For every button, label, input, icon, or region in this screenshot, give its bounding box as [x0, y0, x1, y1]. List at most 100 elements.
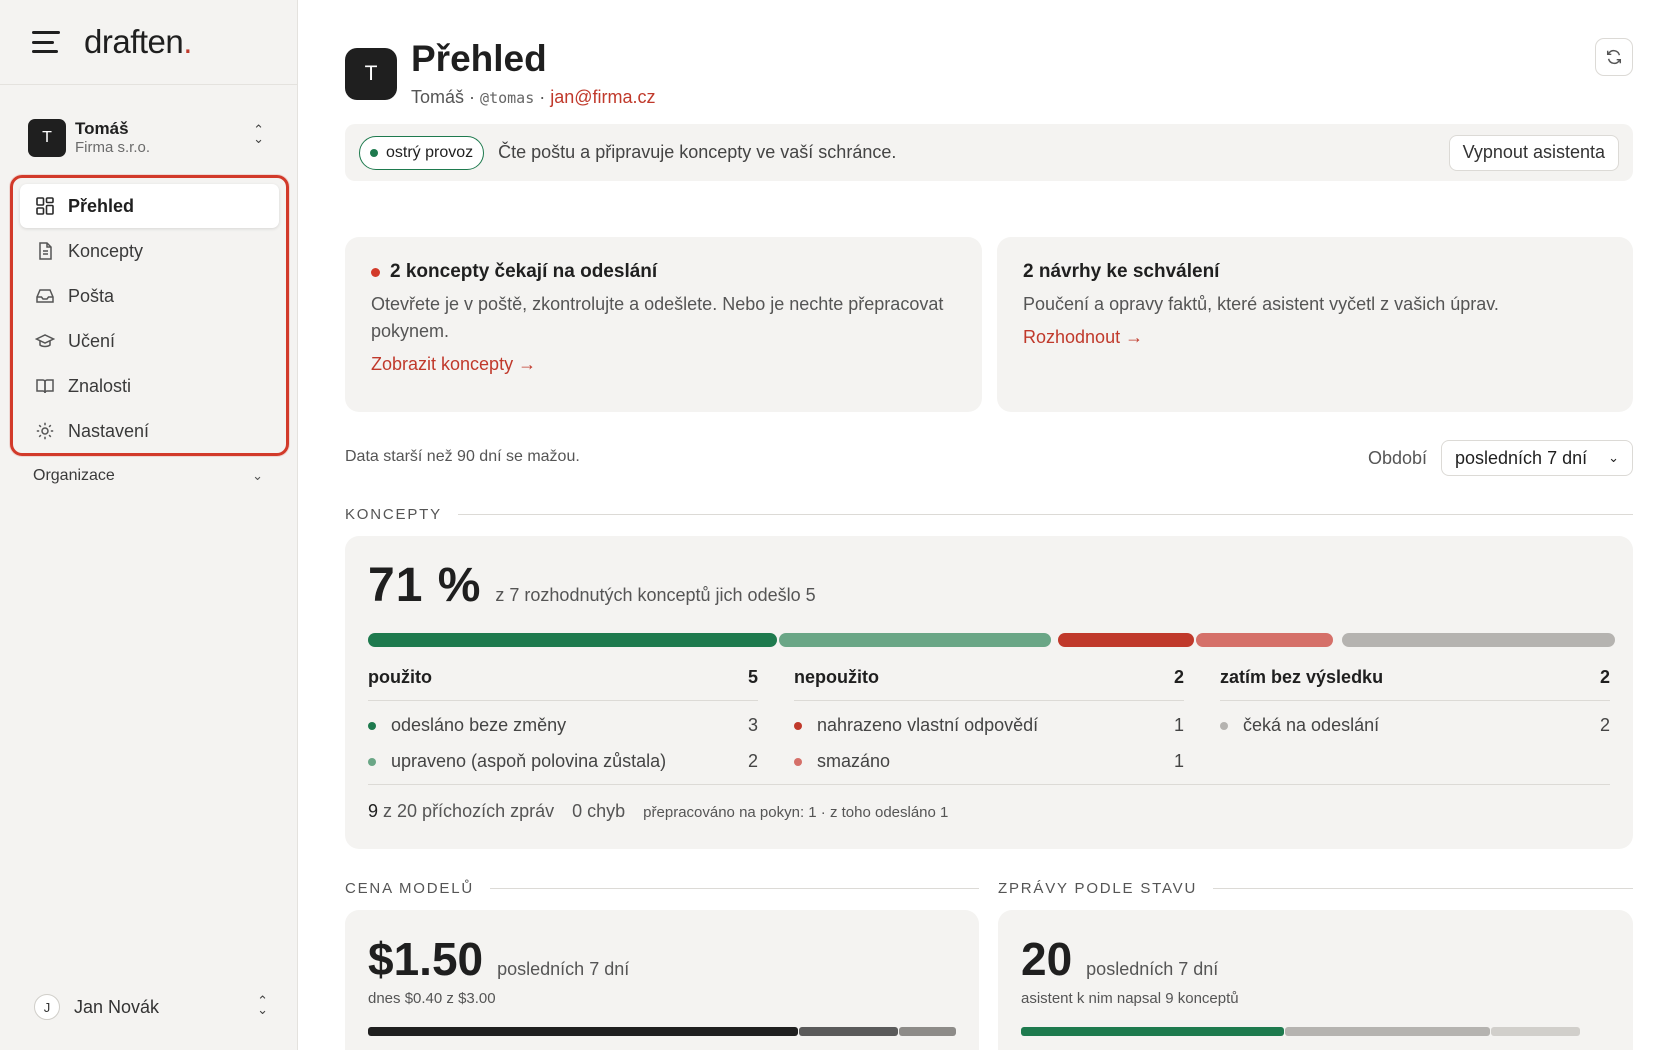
nav-item-posta[interactable]: Pošta	[20, 274, 279, 318]
row-label: nahrazeno vlastní odpovědí	[817, 715, 1039, 735]
sidebar: draften. T Tomáš Firma s.r.o. ⌃ ⌄ Přehled…	[0, 0, 298, 1050]
period-filter: Období posledních 7 dní ⌄	[1368, 440, 1633, 476]
incoming-text: z 20 příchozích zpráv	[383, 801, 555, 821]
nav-item-koncepty[interactable]: Koncepty	[20, 229, 279, 273]
row-count: 2	[747, 751, 758, 771]
cost-bar-segment	[368, 1027, 798, 1036]
row-label: čeká na odeslání	[1243, 715, 1380, 735]
menu-icon[interactable]	[32, 31, 60, 53]
page-title: Přehled	[411, 38, 547, 79]
outcome-row: odesláno beze změny 3	[368, 714, 758, 737]
retention-note: Data starší než 90 dní se mažou.	[345, 448, 580, 465]
proposals-card: 2 návrhy ke schválení Poučení a opravy f…	[997, 237, 1633, 412]
bar-segment-deleted	[1196, 633, 1333, 647]
row-count: 1	[1173, 715, 1184, 735]
group-count: 2	[1173, 667, 1184, 687]
messages-bar-segment	[1285, 1027, 1490, 1036]
gear-icon	[34, 420, 56, 442]
group-title: zatím bez výsledku	[1220, 667, 1384, 687]
inbox-icon	[34, 285, 56, 307]
bar-segment-replaced	[1058, 633, 1194, 647]
messages-bar-segment	[1021, 1027, 1284, 1036]
messages-bar-segment	[1491, 1027, 1580, 1036]
messages-bar	[1021, 1027, 1610, 1036]
document-icon	[34, 240, 56, 262]
header-handle: @tomas	[480, 89, 535, 107]
period-value: posledních 7 dní	[1455, 447, 1588, 468]
incoming-count: 9	[368, 801, 379, 821]
legend-dot	[368, 721, 376, 730]
nav-label: Pošta	[68, 285, 115, 306]
logo: draften.	[84, 23, 192, 60]
messages-by-state-card: 20 posledních 7 dní asistent k nim napsa…	[998, 910, 1633, 1050]
divider	[490, 888, 979, 889]
section-heading-messages: ZPRÁVY PODLE STAVU	[998, 880, 1633, 897]
outcome-columns: použito 5 odesláno beze změny 3 upraveno (…	[368, 667, 1610, 773]
nav-item-uceni[interactable]: Učení	[20, 319, 279, 363]
drafts-stats-card: 71 % z 7 rozhodnutých konceptů jich odeš…	[345, 536, 1633, 849]
account-avatar: T	[28, 119, 66, 157]
chevron-updown-icon: ⌃ ⌄	[257, 993, 268, 1018]
organization-toggle[interactable]: Organizace ⌄	[33, 467, 263, 485]
header-email[interactable]: jan@firma.cz	[550, 87, 656, 107]
organization-label: Organizace	[33, 467, 115, 484]
cost-bar	[368, 1027, 956, 1036]
account-switcher[interactable]: T Tomáš Firma s.r.o. ⌃ ⌄	[28, 113, 272, 163]
dashboard-icon	[34, 195, 56, 217]
card-title-text: 2 koncepty čekají na odeslání	[390, 261, 658, 282]
pending-drafts-card: 2 koncepty čekají na odeslání Otevřete j…	[345, 237, 982, 412]
nav-label: Učení	[68, 330, 116, 351]
divider	[457, 514, 1633, 515]
row-count: 2	[1599, 715, 1610, 735]
legend-dot	[794, 721, 802, 730]
section-heading-koncepty: KONCEPTY	[345, 506, 1633, 523]
assistant-status-bar: ostrý provoz Čte poštu a připravuje konc…	[345, 124, 1633, 181]
bar-segment-pending	[1342, 633, 1615, 647]
section-heading-text: ZPRÁVY PODLE STAVU	[998, 880, 1198, 897]
section-heading-text: CENA MODELŮ	[345, 880, 474, 897]
disable-assistant-button[interactable]: Vypnout asistenta	[1448, 134, 1619, 171]
row-label: smazáno	[817, 751, 891, 771]
show-drafts-link[interactable]: Zobrazit koncepty →	[371, 354, 537, 374]
row-label: odesláno beze změny	[391, 715, 567, 735]
header-name: Tomáš	[411, 87, 465, 107]
chevron-updown-icon: ⌃ ⌄	[253, 122, 264, 147]
outcome-row: nahrazeno vlastní odpovědí 1	[794, 714, 1184, 737]
card-title: 2 návrhy ke schválení	[1023, 261, 1220, 282]
cost-bar-segment	[799, 1027, 898, 1036]
row-count: 1	[1173, 751, 1184, 771]
card-title: 2 koncepty čekají na odeslání	[371, 261, 956, 283]
success-percent: 71 %	[368, 559, 482, 612]
success-desc: z 7 rozhodnutých konceptů jich odešlo 5	[495, 585, 816, 605]
outcome-group-pending: zatím bez výsledku 2 čeká na odeslání 2	[1220, 667, 1610, 773]
model-cost-card: $1.50 posledních 7 dní dnes $0.40 z $3.0…	[345, 910, 979, 1050]
card-body: Otevřete je v poště, zkontrolujte a odeš…	[371, 294, 944, 341]
main-content: T Přehled Tomáš · @tomas · jan@firma.cz …	[345, 0, 1633, 1050]
legend-dot	[1220, 721, 1228, 730]
chevron-down-icon: ⌄	[252, 468, 263, 483]
outcome-bar	[368, 633, 1615, 647]
alert-dot	[371, 267, 380, 277]
nav-item-znalosti[interactable]: Znalosti	[20, 364, 279, 408]
nav-item-prehled[interactable]: Přehled	[20, 184, 279, 228]
bar-segment-edited	[779, 633, 1051, 647]
user-name: Jan Novák	[74, 996, 160, 1017]
cost-period: posledních 7 dní	[497, 959, 630, 979]
period-select[interactable]: posledních 7 dní ⌄	[1441, 440, 1633, 476]
cost-today: dnes $0.40 z $3.00	[368, 990, 496, 1007]
reworked-note: přepracováno na pokyn: 1 · z toho odeslá…	[643, 804, 949, 821]
decide-link[interactable]: Rozhodnout →	[1023, 327, 1144, 347]
outcome-group-used: použito 5 odesláno beze změny 3 upraveno (…	[368, 667, 758, 773]
status-text: Čte poštu a připravuje koncepty ve vaší …	[498, 142, 897, 162]
account-name: Tomáš	[75, 119, 129, 138]
user-menu[interactable]: J Jan Novák ⌃ ⌄	[34, 990, 268, 1024]
header-subtitle: Tomáš · @tomas · jan@firma.cz	[411, 87, 656, 108]
header-avatar: T	[345, 48, 397, 100]
brand-bar: draften.	[0, 0, 297, 85]
refresh-button[interactable]	[1595, 38, 1633, 76]
status-badge-label: ostrý provoz	[386, 143, 474, 161]
nav-item-nastaveni[interactable]: Nastavení	[20, 409, 279, 453]
group-count: 2	[1599, 667, 1610, 687]
outcome-group-unused: nepoužito 2 nahrazeno vlastní odpovědí 1 s…	[794, 667, 1184, 773]
bar-segment-sent-unchanged	[368, 633, 777, 647]
